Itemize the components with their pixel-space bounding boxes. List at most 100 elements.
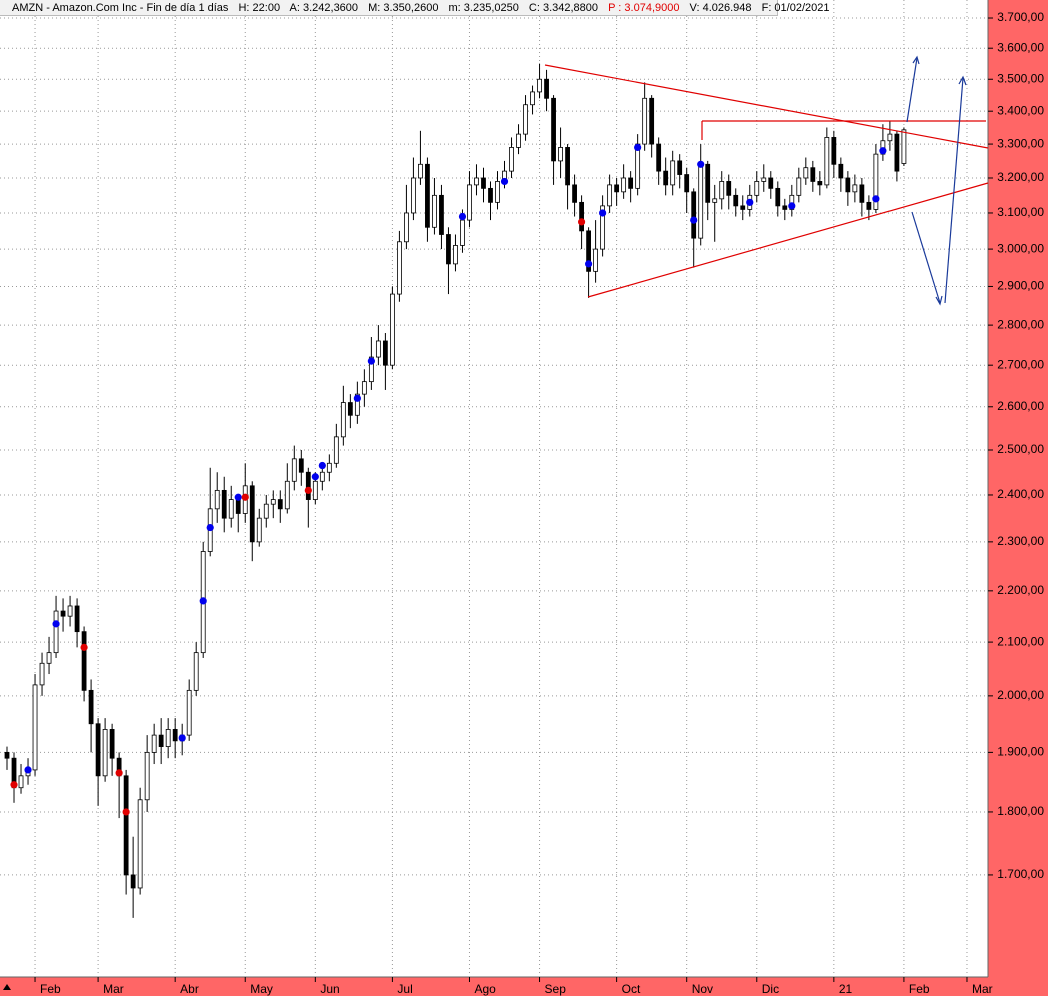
candle-body bbox=[18, 775, 24, 789]
candle-body bbox=[481, 177, 486, 189]
candle-body bbox=[144, 751, 150, 801]
candle-body bbox=[607, 184, 613, 207]
candle-body bbox=[130, 874, 136, 889]
signal-dot bbox=[697, 160, 705, 168]
x-tick-label: Feb bbox=[909, 982, 930, 996]
y-tick-label: 2.500,00 bbox=[997, 442, 1044, 456]
field: A: 3.242,3600 bbox=[289, 2, 359, 14]
candle-body bbox=[901, 129, 907, 164]
candle-body bbox=[600, 205, 606, 250]
candle-body bbox=[389, 293, 395, 366]
candle-body bbox=[418, 163, 423, 179]
candle-body bbox=[67, 605, 73, 617]
candle-body bbox=[60, 610, 66, 617]
y-tick-label: 2.800,00 bbox=[997, 317, 1044, 331]
x-tick-label: Feb bbox=[40, 982, 61, 996]
x-tick-label: Mar bbox=[103, 982, 124, 996]
signal-dot bbox=[199, 597, 207, 605]
candle-body bbox=[544, 78, 549, 99]
candle-body bbox=[228, 499, 234, 519]
info-bar: AMZN - Amazon.Com Inc - Fin de día 1 día… bbox=[0, 0, 829, 16]
field: m: 3.235,0250 bbox=[448, 2, 519, 14]
y-tick-label: 3.100,00 bbox=[997, 205, 1044, 219]
candle-body bbox=[291, 458, 297, 482]
x-tick-label: Nov bbox=[692, 982, 713, 996]
y-tick-label: 3.700,00 bbox=[997, 10, 1044, 24]
candle-body bbox=[354, 393, 360, 416]
scroll-icon[interactable] bbox=[3, 984, 11, 990]
y-tick-label: 3.400,00 bbox=[997, 103, 1044, 117]
candle-body bbox=[340, 402, 346, 438]
y-tick-label: 1.800,00 bbox=[997, 804, 1044, 818]
candle-body bbox=[551, 97, 556, 162]
candle-body bbox=[347, 402, 353, 416]
x-tick-label: Jul bbox=[397, 982, 412, 996]
x-tick-label: Mar bbox=[972, 982, 993, 996]
candle-body bbox=[866, 201, 872, 210]
candle-body bbox=[102, 729, 108, 777]
field: M: 3.350,2600 bbox=[368, 2, 439, 14]
y-tick-label: 1.900,00 bbox=[997, 745, 1044, 759]
candle-body bbox=[404, 212, 409, 243]
candle-body bbox=[845, 177, 851, 193]
candle-body bbox=[670, 160, 676, 186]
candle-body bbox=[460, 219, 465, 246]
candle-body bbox=[691, 191, 697, 239]
candle-body bbox=[256, 517, 262, 543]
candle-body bbox=[579, 201, 584, 232]
signal-dot bbox=[577, 218, 586, 226]
signal-dot bbox=[178, 734, 186, 742]
candle-body bbox=[81, 631, 87, 691]
candle-body bbox=[894, 133, 900, 172]
y-axis-panel bbox=[988, 0, 1048, 996]
candle-body bbox=[558, 147, 563, 162]
candle-body bbox=[151, 734, 157, 753]
candle-body bbox=[572, 184, 577, 203]
candle-body bbox=[803, 167, 809, 179]
y-tick-label: 2.600,00 bbox=[997, 399, 1044, 413]
candle-body bbox=[446, 234, 451, 265]
arrow bbox=[911, 211, 941, 304]
candle-body bbox=[649, 97, 655, 145]
candle-body bbox=[277, 499, 283, 510]
signal-dot bbox=[241, 493, 249, 501]
candle-body bbox=[305, 471, 311, 500]
candle-body bbox=[663, 170, 669, 186]
candle-body bbox=[172, 729, 178, 742]
candle-body bbox=[74, 605, 80, 633]
candle-body bbox=[397, 241, 402, 295]
candle-body bbox=[214, 489, 220, 510]
signal-dot bbox=[115, 769, 123, 777]
candle-body bbox=[39, 662, 45, 686]
candle-body bbox=[705, 163, 711, 203]
axis-labels: 1.700,00 1.800,00 1.900,00 2.000,00 2.100,00… bbox=[34, 10, 1044, 996]
candle-body bbox=[831, 137, 837, 165]
candle-body bbox=[467, 184, 472, 221]
candle-body bbox=[698, 163, 704, 239]
candle-body bbox=[628, 177, 634, 189]
candle-body bbox=[642, 97, 648, 145]
candle-body bbox=[495, 181, 500, 203]
candle-body bbox=[852, 184, 858, 193]
field: V: 4.026.948 bbox=[689, 2, 752, 14]
candle-body bbox=[474, 177, 479, 186]
signal-dot bbox=[24, 766, 32, 774]
candle-body bbox=[488, 187, 493, 203]
candle-body bbox=[158, 734, 164, 747]
field: F: 01/02/2021 bbox=[761, 2, 830, 14]
candle-body bbox=[361, 381, 367, 395]
signal-dot bbox=[318, 461, 326, 470]
candle-body bbox=[32, 684, 38, 771]
candle-body bbox=[368, 356, 374, 383]
candle-body bbox=[621, 177, 627, 193]
candle-body bbox=[516, 133, 521, 148]
candle-body bbox=[768, 177, 774, 189]
candle-body bbox=[319, 471, 325, 482]
candle-body bbox=[186, 689, 192, 736]
x-axis-panel bbox=[0, 977, 1048, 996]
arrow bbox=[906, 57, 918, 123]
candle-body bbox=[375, 340, 381, 358]
y-tick-label: 3.500,00 bbox=[997, 71, 1044, 85]
candle-body bbox=[333, 436, 339, 464]
candle-body bbox=[677, 160, 683, 175]
